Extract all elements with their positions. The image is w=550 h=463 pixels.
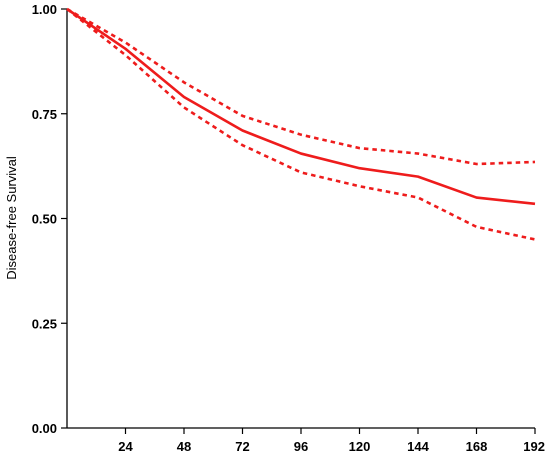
upper-ci-line — [66, 7, 536, 166]
x-tick-label: 120 — [349, 439, 371, 454]
y-tick-label: 1.00 — [32, 2, 57, 17]
series — [66, 7, 536, 241]
x-tick-label: 96 — [294, 439, 308, 454]
x-tick-label: 48 — [177, 439, 191, 454]
ticks: 24 48 72 96 120 144 168 192 0.00 0.25 0.50 0.75 1.00 — [32, 2, 545, 454]
y-tick-label: 0.75 — [32, 107, 57, 122]
y-axis-title: Disease-free Survival — [4, 156, 19, 280]
y-tick-label: 0.50 — [32, 212, 57, 227]
x-tick-label: 24 — [118, 439, 133, 454]
x-tick-label: 72 — [235, 439, 249, 454]
survival-estimate-line — [66, 7, 536, 206]
y-tick-label: 0.25 — [32, 316, 57, 331]
lower-ci-line — [66, 7, 536, 241]
y-tick-label: 0.00 — [32, 421, 57, 436]
x-tick-label: 192 — [523, 439, 545, 454]
x-tick-label: 144 — [407, 439, 429, 454]
axes — [66, 9, 535, 429]
x-tick-label: 168 — [466, 439, 488, 454]
